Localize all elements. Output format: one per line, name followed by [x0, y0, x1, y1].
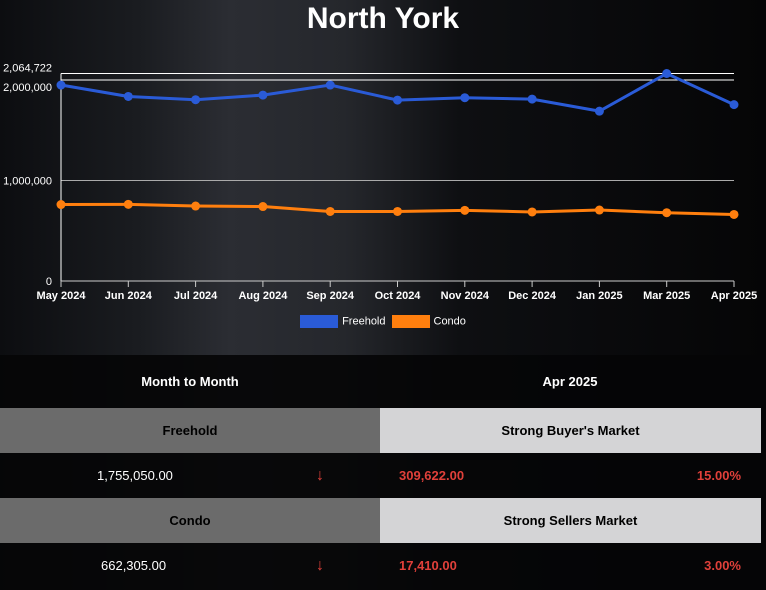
y-tick-label: 1,000,000: [3, 176, 52, 188]
x-tick-label: Apr 2025: [711, 290, 757, 302]
line-chart: 0 1,000,000 2,000,000 2,064,722 May 2024 Jun …: [3, 63, 757, 302]
data-point-condo: [191, 201, 201, 211]
x-tick-label: Jun 2024: [105, 290, 153, 302]
data-point-condo: [325, 206, 335, 216]
market-status: Strong Sellers Market: [380, 498, 761, 543]
data-point-condo: [594, 205, 604, 215]
data-point-condo: [460, 205, 470, 215]
x-tick-label: Jan 2025: [576, 290, 622, 302]
y-tick-label: 2,000,000: [3, 82, 52, 94]
percent-value: 15.00%: [696, 468, 741, 483]
data-point-freehold: [662, 69, 672, 78]
market-summary-table: Month to Month Apr 2025 Freehold Strong …: [0, 355, 766, 590]
value-cell: 662,305.00 ↓: [0, 543, 380, 588]
header-month-to-month: Month to Month: [141, 374, 239, 389]
change-cell: 17,410.00 3.00%: [380, 543, 760, 588]
data-point-condo: [56, 200, 66, 210]
data-point-freehold: [258, 90, 268, 100]
header-period: Apr 2025: [542, 374, 598, 389]
property-type: Freehold: [0, 408, 380, 453]
data-point-freehold: [527, 94, 537, 104]
price-value: 662,305.00: [101, 558, 167, 573]
x-tick-label: Nov 2024: [441, 290, 490, 302]
page-title: North York: [306, 2, 460, 35]
change-value: 17,410.00: [399, 558, 457, 573]
x-tick-label: Aug 2024: [238, 290, 288, 302]
data-point-freehold: [729, 100, 739, 110]
price-value: 1,755,050.00: [97, 468, 173, 483]
legend-item-condo[interactable]: Condo: [391, 315, 466, 328]
percent-value: 3.00%: [704, 558, 741, 573]
legend-label: Condo: [433, 315, 466, 328]
x-tick-label: Sep 2024: [306, 290, 355, 302]
table-row: Freehold Strong Buyer's Market: [0, 408, 766, 453]
arrow-down-icon: ↓: [316, 556, 324, 574]
data-point-condo: [729, 209, 739, 219]
data-point-freehold: [393, 95, 402, 105]
x-tick-label: Mar 2025: [643, 290, 690, 302]
data-point-condo: [662, 208, 672, 218]
series-line-freehold: [60, 71, 735, 113]
y-tick-label: 2,064,722: [3, 63, 52, 75]
data-point-freehold: [325, 80, 335, 90]
legend-label: Freehold: [342, 315, 386, 328]
data-point-freehold: [460, 93, 470, 103]
data-point-condo: [527, 207, 537, 217]
property-type: Condo: [0, 498, 380, 543]
data-point-condo: [258, 202, 268, 212]
table-row: Condo Strong Sellers Market: [0, 498, 766, 543]
data-point-freehold: [594, 106, 604, 116]
change-value: 309,622.00: [399, 468, 465, 483]
value-cell: 1,755,050.00 ↓: [0, 453, 380, 498]
data-point-freehold: [56, 80, 66, 90]
data-point-freehold: [191, 95, 201, 105]
legend-swatch-freehold: [300, 315, 339, 328]
market-status: Strong Buyer's Market: [380, 408, 761, 453]
arrow-down-icon: ↓: [316, 466, 324, 484]
y-tick-label: 0: [46, 276, 52, 288]
x-tick-label: Oct 2024: [375, 290, 422, 302]
data-point-condo: [393, 206, 402, 216]
table-row: 662,305.00 ↓ 17,410.00 3.00%: [0, 543, 766, 588]
x-tick-label: Jul 2024: [174, 290, 218, 302]
table-header-row: Month to Month Apr 2025: [0, 355, 766, 408]
legend-swatch-condo: [391, 315, 430, 328]
chart-legend: Freehold Condo: [0, 315, 766, 328]
x-tick-label: May 2024: [37, 290, 87, 302]
table-row: 1,755,050.00 ↓ 309,622.00 15.00%: [0, 453, 766, 498]
data-point-condo: [123, 199, 133, 209]
data-point-freehold: [123, 91, 133, 101]
x-tick-label: Dec 2024: [508, 290, 557, 302]
legend-item-freehold[interactable]: Freehold: [300, 315, 386, 328]
change-cell: 309,622.00 15.00%: [380, 453, 760, 498]
